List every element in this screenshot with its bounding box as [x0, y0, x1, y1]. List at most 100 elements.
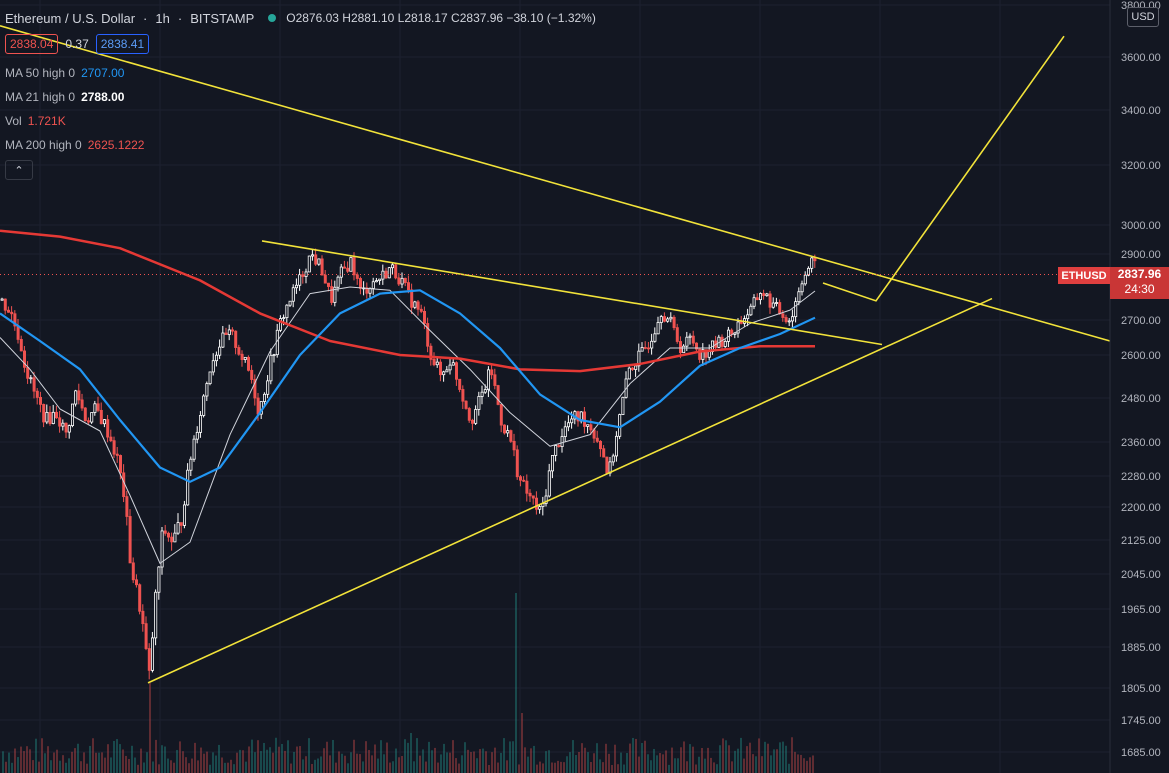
volume-bar	[446, 752, 448, 773]
volume-bar	[686, 761, 688, 773]
candle-body	[595, 437, 599, 442]
candle-body	[570, 418, 574, 424]
y-tick-label: 2125.00	[1121, 535, 1161, 547]
volume-bar	[389, 762, 391, 773]
candle-body	[599, 440, 603, 450]
candle-body	[26, 366, 30, 379]
volume-bar	[809, 757, 811, 773]
volume-bar	[770, 755, 772, 773]
candle-body	[189, 458, 193, 471]
volume-bar	[782, 741, 784, 773]
candle-body	[0, 298, 4, 301]
volume-bar	[431, 750, 433, 773]
buy-button[interactable]: 2838.41	[95, 34, 150, 54]
volume-bar	[668, 764, 670, 773]
candle-body	[515, 449, 519, 478]
legend-value: 2788.00	[81, 90, 125, 104]
candle-body	[470, 419, 474, 424]
legend-value: 1.721K	[27, 114, 66, 128]
volume-bar	[206, 751, 208, 773]
y-tick-label: 2280.00	[1121, 471, 1161, 483]
volume-bar	[281, 743, 283, 773]
sell-button[interactable]: 2838.04	[5, 34, 59, 54]
legend-ma200[interactable]: MA 200 high 0 2625.1222	[5, 138, 144, 152]
volume-bar	[539, 761, 541, 773]
volume-bar	[563, 762, 565, 773]
candle-body	[202, 395, 206, 416]
volume-bar	[137, 764, 139, 773]
legend-vol[interactable]: Vol 1.721K	[5, 114, 66, 128]
legend-ma50[interactable]: MA 50 high 0 2707.00	[5, 66, 124, 80]
volume-bar	[602, 762, 604, 773]
candle-body	[182, 504, 186, 526]
volume-bar	[71, 751, 73, 773]
candle-body	[285, 304, 289, 319]
candle-body	[656, 322, 660, 335]
currency-button[interactable]: USD	[1127, 7, 1159, 27]
volume-bar	[29, 749, 31, 773]
volume-bar	[407, 742, 409, 773]
candle-body	[631, 367, 635, 370]
volume-bar	[191, 758, 193, 773]
volume-bar	[164, 746, 166, 773]
collapse-legend-button[interactable]: ⌃	[5, 160, 33, 180]
volume-bar	[122, 749, 124, 773]
volume-bar	[308, 738, 310, 773]
candle-body	[720, 336, 724, 347]
candle-body	[163, 530, 167, 534]
candle-body	[419, 308, 423, 312]
volume-bar	[95, 752, 97, 773]
volume-bar	[590, 762, 592, 773]
volume-bar	[437, 762, 439, 773]
interval-label[interactable]: 1h	[155, 10, 170, 26]
volume-bar	[626, 752, 628, 773]
candle-body	[176, 522, 180, 534]
volume-bar	[116, 739, 118, 773]
volume-bar	[467, 749, 469, 773]
candle-body	[326, 282, 330, 287]
volume-bar	[239, 749, 241, 773]
volume-bar	[2, 751, 4, 773]
symbol-title[interactable]: Ethereum / U.S. Dollar	[5, 10, 136, 26]
trendline	[0, 25, 1111, 342]
volume-bar	[800, 754, 802, 773]
volume-bar	[188, 763, 190, 773]
volume-bar	[476, 758, 478, 773]
legend-label: MA 21 high 0	[5, 90, 76, 104]
candle-body	[387, 267, 391, 279]
volume-bar	[329, 755, 331, 773]
volume-bar	[560, 761, 562, 773]
candle-body	[298, 274, 302, 286]
volume-bar	[737, 748, 739, 773]
candle-body	[10, 311, 14, 315]
candle-body	[304, 271, 308, 277]
volume-bar	[677, 758, 679, 773]
candle-body	[746, 314, 750, 320]
volume-bar	[428, 741, 430, 773]
candle-body	[691, 335, 695, 344]
candle-body	[528, 492, 532, 497]
candle-body	[499, 404, 503, 426]
volume-bar	[68, 758, 70, 773]
candle-body	[567, 422, 571, 428]
last-price-tag: 2837.96 24:30	[1110, 267, 1169, 299]
candle-body	[768, 293, 772, 308]
candle-body	[490, 369, 494, 376]
volume-bar	[8, 752, 10, 773]
candle-body	[346, 267, 350, 272]
legend-label: Vol	[5, 114, 22, 128]
candle-body	[22, 350, 26, 368]
trendlines[interactable]	[0, 25, 1111, 684]
candle-body	[122, 472, 126, 498]
candle-body	[643, 347, 647, 349]
volume-bar	[584, 747, 586, 773]
candle-body	[390, 264, 394, 269]
candle-body	[531, 495, 535, 499]
candle-body	[771, 302, 775, 308]
candle-body	[467, 408, 471, 421]
volume-bar	[140, 748, 142, 773]
legend-ma21[interactable]: MA 21 high 0 2788.00	[5, 90, 124, 104]
volume-bar	[317, 758, 319, 773]
